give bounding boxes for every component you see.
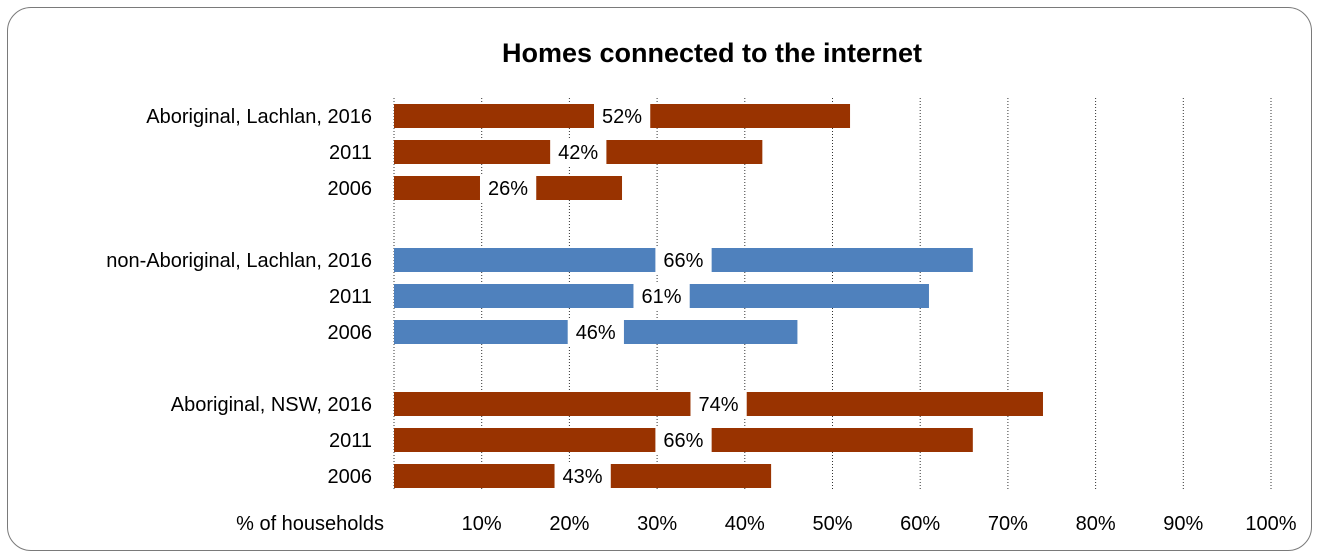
x-axis-label: % of households xyxy=(236,513,384,535)
data-label: 42% xyxy=(558,142,598,164)
data-label: 61% xyxy=(641,286,681,308)
data-label-background xyxy=(479,175,537,201)
chart-title: Homes connected to the internet xyxy=(502,38,922,68)
data-label-background xyxy=(554,463,611,489)
x-tick-label: 20% xyxy=(549,513,589,535)
category-label: 2006 xyxy=(328,466,373,488)
category-label: 2006 xyxy=(328,322,373,344)
category-label: 2006 xyxy=(328,178,373,200)
data-label: 52% xyxy=(602,106,642,128)
data-label-background xyxy=(690,391,747,417)
category-label: 2011 xyxy=(329,286,372,308)
data-label: 66% xyxy=(663,250,703,272)
data-label: 66% xyxy=(663,430,703,452)
data-label-background xyxy=(567,319,624,345)
data-label-background xyxy=(655,247,712,273)
x-tick-label: 80% xyxy=(1076,513,1116,535)
category-label: Aboriginal, NSW, 2016 xyxy=(171,394,372,416)
x-tick-label: 60% xyxy=(900,513,940,535)
bars: Aboriginal, Lachlan, 2016 52% 2011 42% 2006 2… xyxy=(106,103,1043,489)
data-label: 46% xyxy=(576,322,616,344)
category-label: Aboriginal, Lachlan, 2016 xyxy=(146,106,372,128)
chart-frame xyxy=(7,7,1312,551)
data-label-background xyxy=(550,139,607,165)
data-label-background xyxy=(594,103,651,129)
category-label: 2011 xyxy=(329,142,372,164)
data-label-background xyxy=(633,283,690,309)
category-label: non-Aboriginal, Lachlan, 2016 xyxy=(106,250,372,272)
data-label: 26% xyxy=(488,178,528,200)
x-tick-label: 40% xyxy=(725,513,765,535)
x-tick-label: 30% xyxy=(637,513,677,535)
data-label-background xyxy=(655,427,712,453)
x-tick-label: 100% xyxy=(1245,513,1296,535)
x-tick-label: 90% xyxy=(1163,513,1203,535)
category-label: 2011 xyxy=(329,430,372,452)
data-label: 43% xyxy=(563,466,603,488)
x-tick-label: 50% xyxy=(812,513,852,535)
x-tick-label: 10% xyxy=(462,513,502,535)
x-tick-label: 70% xyxy=(988,513,1028,535)
data-label: 74% xyxy=(698,394,738,416)
x-axis-ticks: 10% 20% 30% 40% 50% 60% 70% 80% 90% 100% xyxy=(462,513,1297,535)
